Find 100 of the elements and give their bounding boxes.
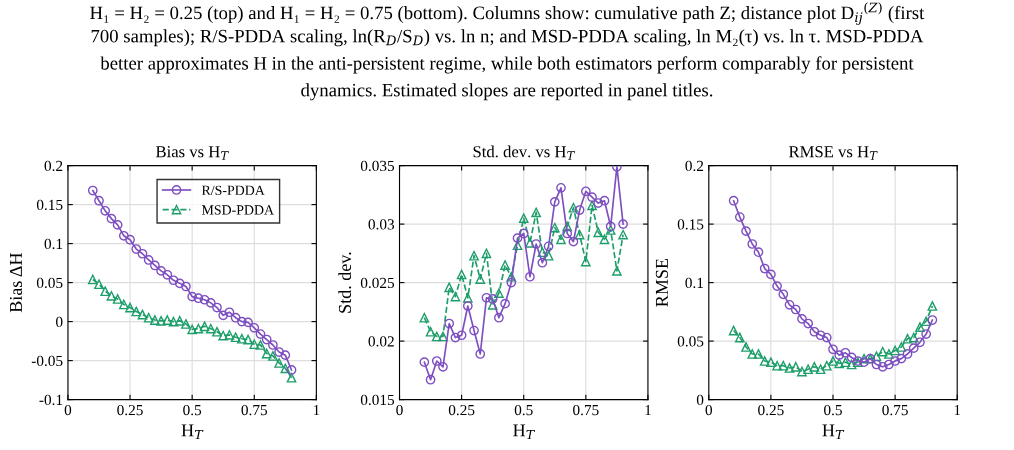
point	[118, 230, 129, 241]
point	[884, 359, 894, 370]
chart-title: Bias vs H$_{T}$	[155, 146, 229, 160]
point	[759, 356, 770, 366]
point	[286, 372, 297, 383]
point	[747, 239, 758, 249]
point	[803, 364, 814, 375]
point	[766, 357, 776, 368]
point	[790, 304, 801, 315]
point	[143, 255, 154, 265]
point	[574, 229, 585, 240]
point	[605, 225, 616, 235]
point	[772, 281, 782, 291]
point	[815, 364, 826, 375]
point	[500, 260, 510, 270]
point	[243, 334, 253, 345]
x-axis-title: H$_{T}$	[822, 424, 845, 440]
point	[834, 358, 845, 369]
point	[618, 229, 628, 240]
point	[759, 263, 770, 274]
point	[112, 220, 123, 230]
point	[218, 330, 229, 341]
point	[809, 326, 820, 337]
point	[772, 360, 782, 371]
point	[821, 360, 832, 371]
point	[877, 361, 888, 372]
y-tick-label: 0.15	[677, 219, 704, 230]
y-tick-label: -0.1	[39, 394, 63, 406]
y-tick-label: 0.05	[36, 277, 63, 289]
point	[255, 340, 266, 350]
point	[556, 234, 566, 245]
point	[268, 340, 278, 350]
point	[734, 332, 745, 343]
y-tick-label: -0.05	[31, 355, 63, 367]
point	[884, 349, 894, 359]
point	[494, 288, 504, 298]
chart-title: RMSE vs H$_{T}$	[788, 146, 878, 160]
point	[518, 228, 529, 239]
x-tick-label: 0.25	[448, 404, 475, 416]
point	[438, 361, 448, 372]
point	[87, 185, 98, 196]
point	[274, 347, 284, 357]
point	[803, 318, 814, 329]
point	[137, 309, 148, 320]
point	[518, 213, 529, 224]
point	[562, 228, 573, 239]
point	[890, 356, 900, 366]
point	[425, 326, 436, 337]
x-tick-label: 0.75	[241, 404, 268, 416]
point	[556, 182, 566, 193]
point	[431, 356, 442, 366]
point	[456, 269, 467, 280]
point	[112, 294, 123, 304]
point	[444, 282, 455, 293]
point	[94, 279, 104, 290]
point	[249, 339, 260, 350]
point	[487, 294, 498, 304]
y-tick-label: 0.15	[36, 199, 63, 211]
point	[599, 234, 610, 245]
point	[218, 310, 229, 321]
point	[915, 337, 925, 348]
point	[181, 319, 191, 329]
point	[462, 301, 473, 311]
point	[531, 207, 542, 218]
text: dynamics. Estimated slopes are reported in panel titles.	[301, 83, 713, 101]
point	[543, 250, 554, 261]
point	[481, 248, 492, 259]
point	[840, 357, 851, 368]
y-axis-title: RMSE	[655, 258, 668, 307]
point	[118, 299, 129, 310]
point	[927, 301, 938, 311]
point	[450, 291, 461, 302]
y-tick-label: 0	[696, 394, 704, 406]
point	[506, 271, 517, 282]
text: 700 samples); R/S-PDDA scaling, ln(R$_{D}$/S$_{D}$) vs. ln n; and MSD-PDDA scaling, ln M₂(τ) vs. ln τ. MSD-PDDA	[91, 29, 924, 47]
point	[131, 244, 142, 254]
point	[506, 277, 517, 288]
point	[425, 374, 436, 385]
point	[790, 361, 801, 372]
y-axis-title: Bias ΔH	[9, 253, 23, 313]
point	[193, 293, 204, 304]
point	[747, 349, 758, 359]
point	[890, 345, 900, 356]
point	[199, 321, 210, 332]
y-tick-label: 0.2	[44, 160, 63, 172]
point	[168, 316, 179, 327]
point	[230, 312, 241, 323]
point	[753, 349, 764, 359]
point	[475, 349, 486, 359]
point	[456, 330, 467, 341]
point	[797, 314, 807, 324]
point	[778, 289, 789, 300]
point	[921, 316, 932, 327]
point	[187, 324, 198, 335]
point	[243, 317, 253, 328]
point	[846, 359, 857, 370]
y-tick-label: 0.015	[360, 394, 395, 406]
point	[859, 357, 869, 368]
point	[877, 346, 888, 357]
point	[156, 315, 166, 326]
